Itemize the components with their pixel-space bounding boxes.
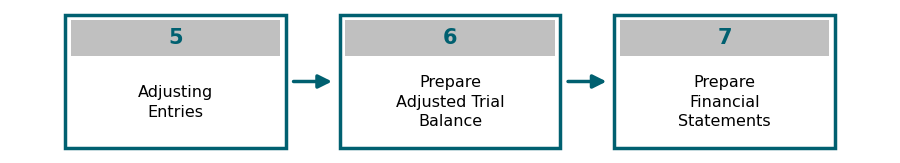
Bar <box>346 20 554 56</box>
Text: Prepare
Adjusted Trial
Balance: Prepare Adjusted Trial Balance <box>396 75 504 129</box>
Bar <box>71 20 280 56</box>
Text: 6: 6 <box>443 28 457 48</box>
Text: 5: 5 <box>168 28 183 48</box>
Text: 7: 7 <box>717 28 732 48</box>
Bar <box>620 20 829 56</box>
Bar <box>65 15 286 148</box>
Bar <box>340 15 560 148</box>
Bar <box>614 15 835 148</box>
Text: Adjusting
Entries: Adjusting Entries <box>138 85 213 119</box>
Text: Prepare
Financial
Statements: Prepare Financial Statements <box>679 75 770 129</box>
